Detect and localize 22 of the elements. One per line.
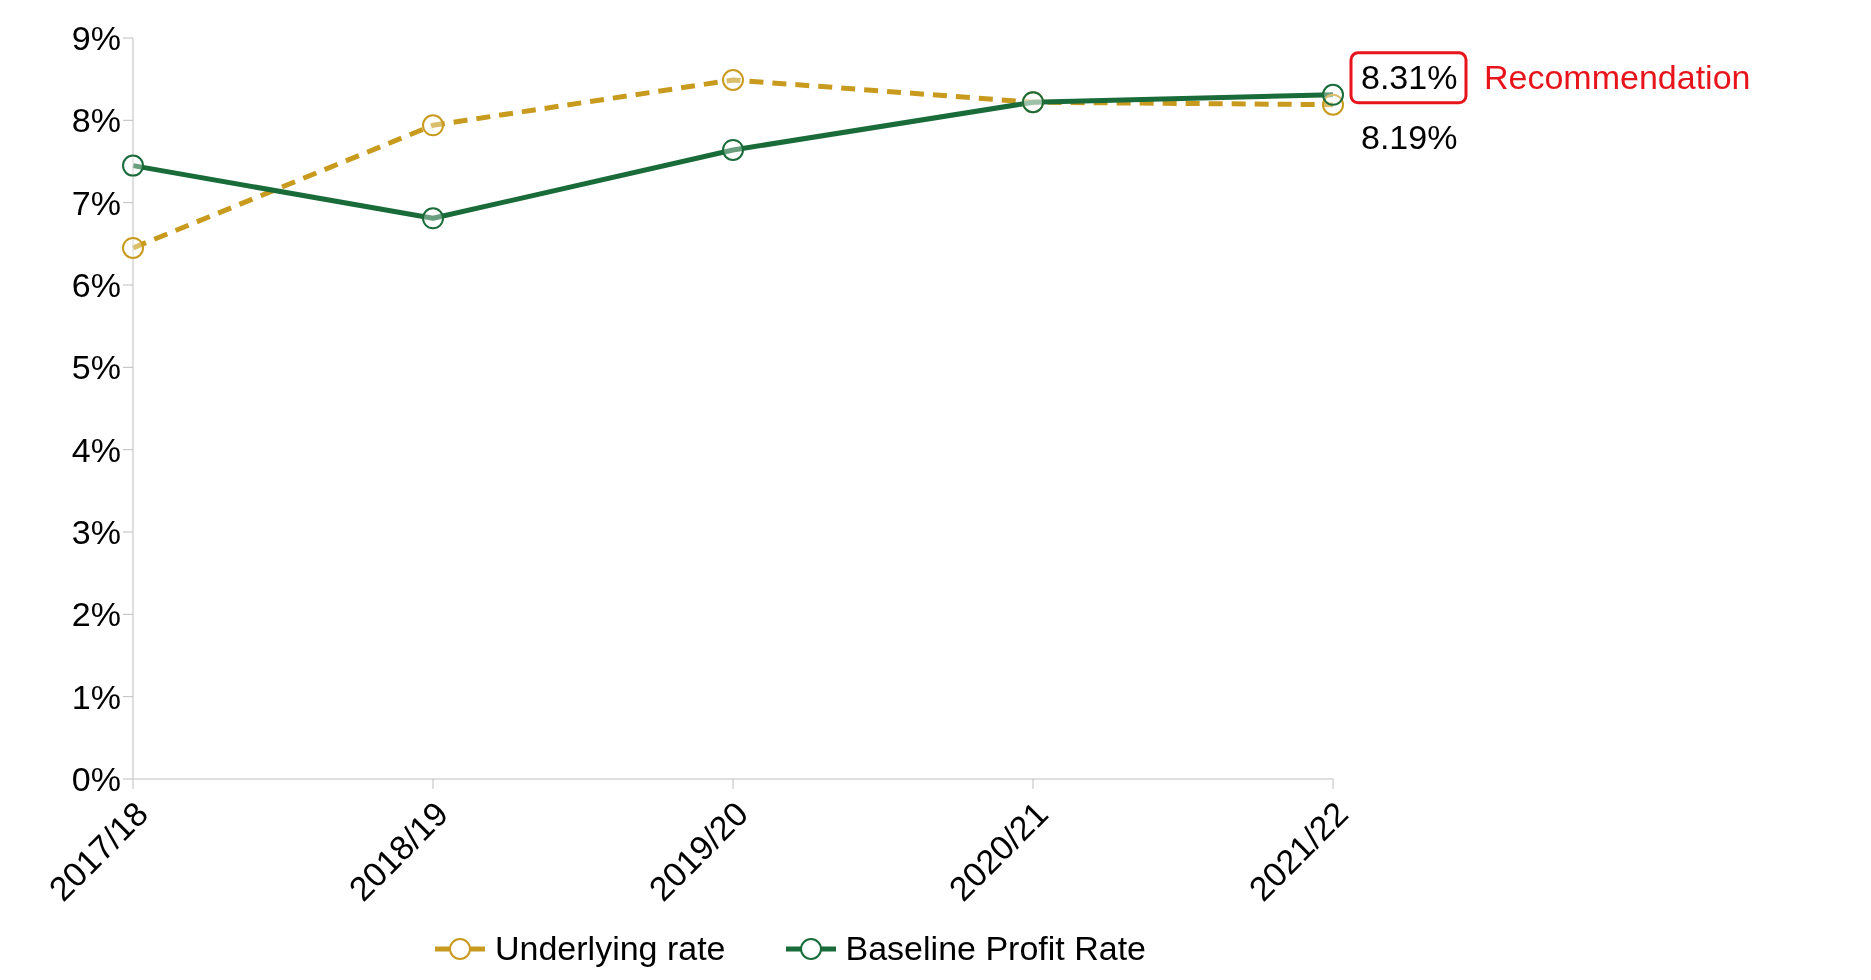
data-label: 8.31% [1361,57,1458,96]
data-label: 8.19% [1361,117,1458,156]
text: Recommendation [1484,57,1751,96]
point [1322,83,1344,106]
legend-label: Underlying rate [494,929,726,968]
y-tick-label: 1% [71,677,121,716]
y-tick-label: 4% [71,430,121,469]
y-tick-label: 0% [71,760,121,799]
y-tick-label: 9% [71,19,121,58]
y-tick-label: 2% [71,595,121,634]
y-tick-label: 7% [71,183,121,222]
point [422,114,444,137]
point [422,207,444,230]
point [122,154,144,177]
y-tick-label: 5% [71,348,121,387]
y-tick-label: 6% [71,266,121,305]
point [122,236,144,259]
y-tick-label: 3% [71,513,121,552]
point [722,68,744,91]
point [722,138,744,161]
y-tick-label: 8% [71,101,121,140]
legend-label: Baseline Profit Rate [845,929,1147,968]
